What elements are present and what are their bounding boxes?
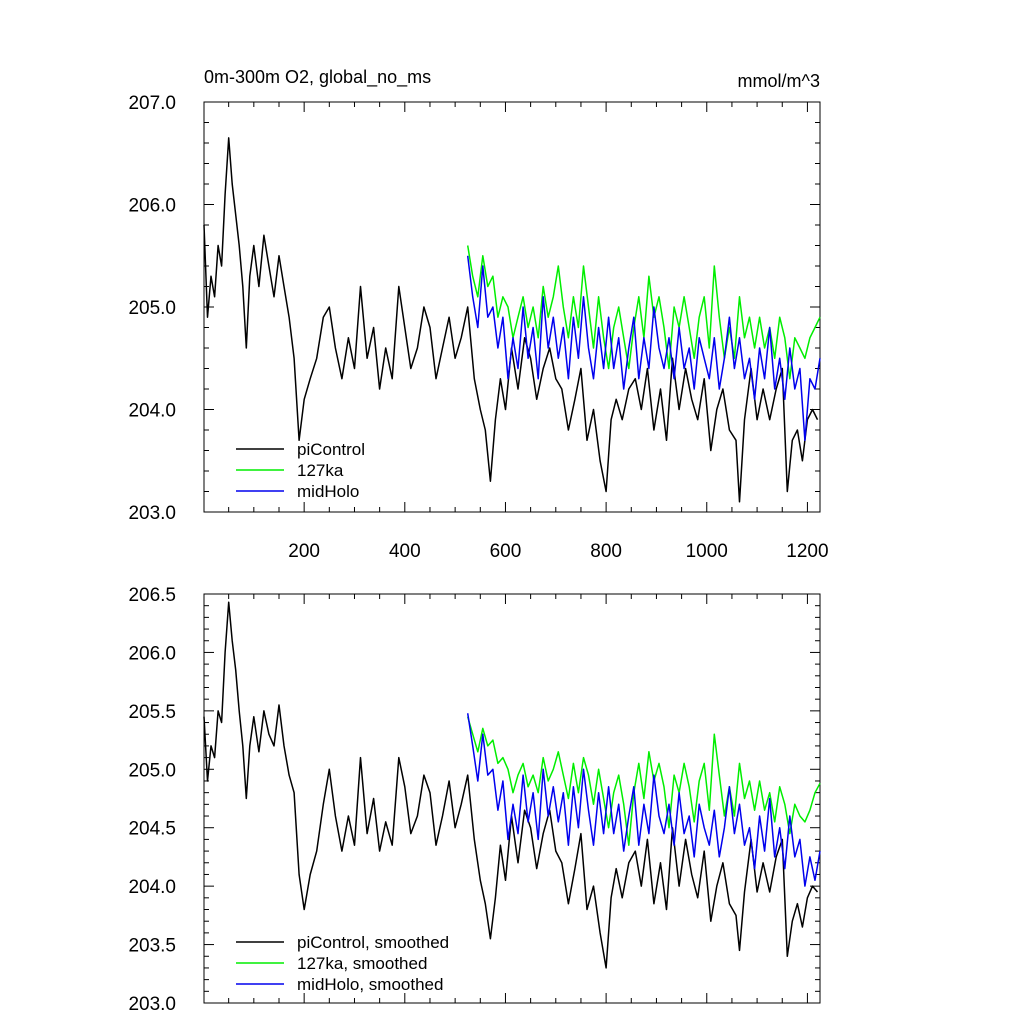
x-tick-label: 1000 (686, 541, 728, 562)
y-tick-label: 203.0 (128, 503, 176, 524)
y-tick-label: 205.5 (128, 702, 176, 723)
y-tick-label: 203.5 (128, 936, 176, 957)
x-tick-label: 1200 (786, 541, 828, 562)
bottom-plot-area: 203.0 203.5 204.0 204.5 205.0 205.5 206.0 206.5… (128, 585, 821, 1015)
y-tick-label: 205.0 (128, 298, 176, 319)
series-line-127ka-smoothed (466, 716, 821, 846)
bottom-panel: 203.0 203.5 204.0 204.5 205.0 205.5 206.0 206.5… (128, 585, 821, 1015)
units-label: mmol/m^3 (738, 71, 820, 91)
legend-label: midHolo, smoothed (297, 975, 443, 994)
y-tick-label: 206.5 (128, 585, 176, 606)
legend-label: midHolo (297, 482, 359, 501)
y-tick-label: 206.0 (128, 196, 176, 217)
top-panel: 0m-300m O2, global_no_ms mmol/m^3 203.02… (128, 67, 828, 562)
x-tick-label: 600 (490, 541, 522, 562)
plot-frame (203, 593, 821, 1004)
y-tick-label: 204.0 (128, 877, 176, 898)
y-tick-label: 205.0 (128, 760, 176, 781)
y-tick-label: 203.0 (128, 994, 176, 1015)
legend-label: piControl, smoothed (297, 933, 449, 952)
series-line-midholo (466, 255, 821, 442)
legend-label: 127ka, smoothed (297, 954, 427, 973)
y-tick-label: 206.0 (128, 643, 176, 664)
series-line-midholo-smoothed (466, 713, 821, 887)
x-tick-label: 400 (389, 541, 421, 562)
legend-label: piControl (297, 440, 365, 459)
top-plot-area: 203.0 204.0 205.0 206.0 207.0 200 400 600 800 100… (128, 93, 828, 562)
y-tick-label: 204.5 (128, 819, 176, 840)
series-line-picontrol (203, 137, 819, 503)
x-tick-label: 200 (288, 541, 320, 562)
x-tick-label: 800 (590, 541, 622, 562)
legend-label: 127ka (297, 461, 344, 480)
y-tick-label: 204.0 (128, 401, 176, 422)
series-line-picontrol-smoothed (203, 601, 819, 969)
chart-title: 0m-300m O2, global_no_ms (204, 67, 431, 88)
y-tick-label: 207.0 (128, 93, 176, 114)
